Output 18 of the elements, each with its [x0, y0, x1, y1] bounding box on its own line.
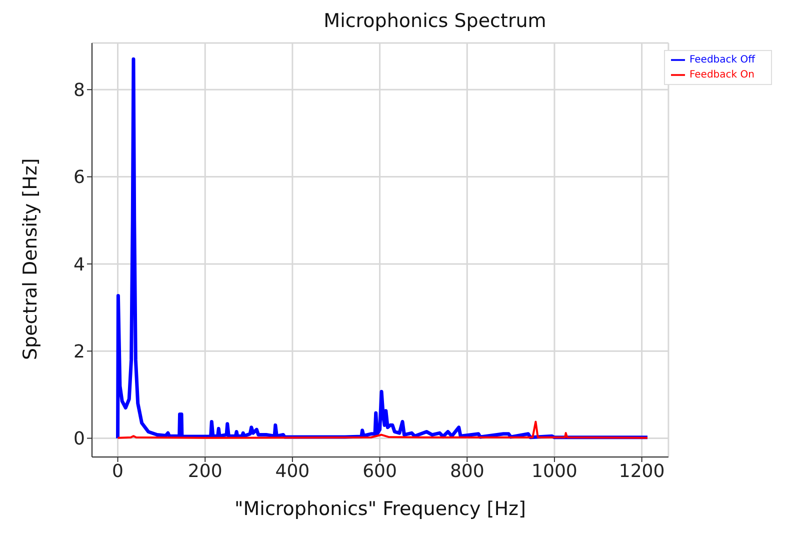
- y-axis-title: Spectral Density [Hz]: [20, 158, 42, 360]
- legend-label: Feedback Off: [689, 54, 755, 66]
- x-axis-title: "Microphonics" Frequency [Hz]: [234, 498, 526, 520]
- x-tick-label: 1200: [618, 460, 665, 482]
- line-series: [116, 420, 648, 439]
- x-tick-label: 200: [188, 460, 222, 482]
- y-tick-label: 4: [74, 254, 85, 276]
- chart-title: Microphonics Spectrum: [322, 10, 548, 32]
- x-tick-label: 800: [450, 460, 484, 482]
- y-tick-label: 8: [74, 80, 85, 102]
- y-tick-label: 0: [74, 428, 85, 450]
- y-tick-label: 6: [74, 167, 85, 188]
- y-tick-label: 2: [74, 341, 85, 362]
- x-tick-label: 400: [275, 460, 310, 482]
- x-tick-label: 1000: [532, 460, 578, 482]
- legend-label: Feedback On: [689, 69, 754, 80]
- x-tick-label: 0: [112, 460, 124, 482]
- x-tick-label: 600: [362, 460, 397, 482]
